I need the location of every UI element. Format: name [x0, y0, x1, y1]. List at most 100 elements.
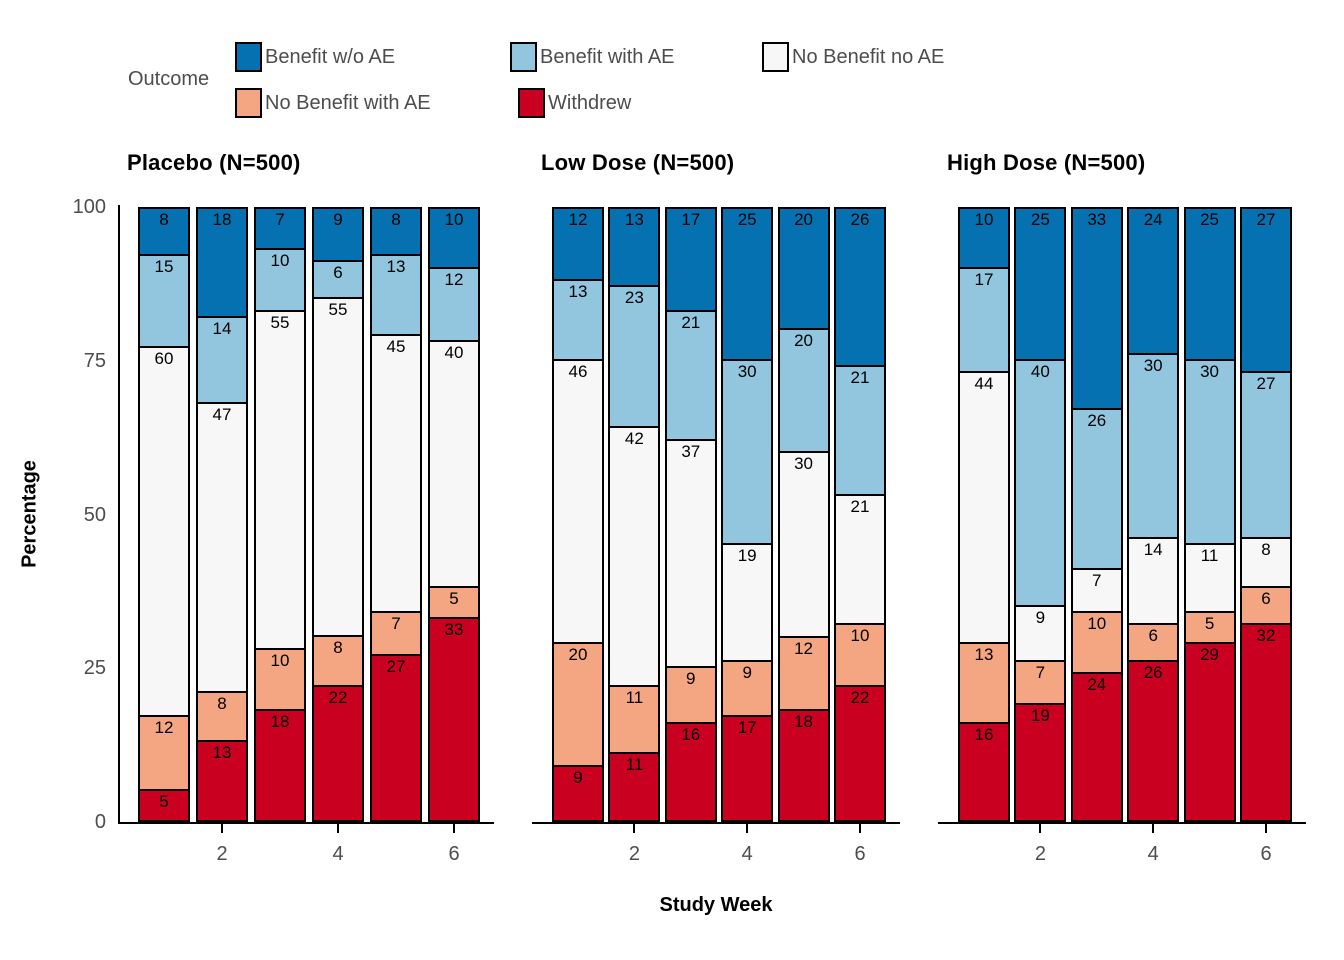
segment-withdrew: 32 [1239, 625, 1292, 822]
segment-value-label: 21 [681, 312, 701, 332]
panel-title: Placebo (N=500) [127, 150, 301, 175]
segment-no-benefit-no-ae: 21 [833, 496, 886, 626]
segment-withdrew: 18 [254, 711, 306, 822]
segment-value-label: 19 [737, 546, 757, 566]
segment-value-label: 16 [974, 724, 994, 744]
segment-value-label: 37 [681, 441, 701, 461]
bar-week-4: 25 30 19 9 17 [721, 207, 774, 822]
panel-title: High Dose (N=500) [947, 150, 1146, 175]
segment-value-label: 22 [850, 687, 870, 707]
segment-value-label: 10 [850, 626, 870, 646]
segment-value-label: 5 [159, 792, 169, 812]
segment-no-benefit-no-ae: 8 [1239, 539, 1292, 589]
segment-value-label: 18 [270, 712, 290, 732]
segment-value-label: 27 [1256, 210, 1276, 229]
legend: Outcome Benefit w/o AE Benefit with AE No … [128, 42, 1128, 122]
segment-value-label: 29 [1200, 644, 1220, 664]
segment-no-benefit-no-ae: 14 [1127, 539, 1180, 626]
segment-no-benefit-no-ae: 46 [552, 360, 604, 644]
segment-value-label: 5 [449, 589, 459, 609]
segment-no-benefit-no-ae: 60 [138, 348, 190, 718]
plot-area: 8 15 60 12 5 18 14 47 8 13 7 10 55 10 18 9 6 55 8 22 8 13 45 7 2… [118, 205, 494, 824]
bar-week-6: 27 27 8 6 32 [1239, 207, 1292, 822]
segment-value-label: 32 [1256, 626, 1276, 646]
legend-item-label: No Benefit no AE [792, 45, 945, 68]
segment-no-benefit-with-ae: 7 [1014, 662, 1067, 706]
segment-benefit-w-o-ae: 25 [1014, 207, 1067, 361]
x-tick-mark [746, 824, 749, 833]
segment-value-label: 7 [391, 613, 401, 633]
legend-item: No Benefit no AE [762, 42, 944, 72]
segment-no-benefit-with-ae: 6 [1239, 588, 1292, 626]
plot-area: 12 13 46 20 9 13 23 42 11 11 17 21 37 9 16 25 30 19 9 17 20 2… [532, 207, 900, 822]
segment-no-benefit-no-ae: 45 [370, 336, 422, 613]
segment-value-label: 16 [681, 724, 701, 744]
x-tick-mark [1152, 824, 1155, 833]
segment-value-label: 8 [159, 210, 169, 229]
segment-no-benefit-with-ae: 9 [721, 662, 774, 718]
facet-panel: High Dose (N=500) 10 17 44 13 16 25 40 9 7 19 33 26 7… [938, 150, 1306, 890]
segment-value-label: 23 [624, 287, 644, 307]
segment-value-label: 10 [270, 650, 290, 670]
segment-value-label: 13 [386, 257, 406, 277]
segment-value-label: 17 [681, 210, 701, 229]
segment-value-label: 40 [1030, 361, 1050, 381]
segment-benefit-w-o-ae: 33 [1070, 207, 1123, 410]
x-tick-mark [453, 824, 455, 833]
segment-withdrew: 13 [196, 742, 248, 822]
bar-week-3: 7 10 55 10 18 [254, 207, 306, 822]
segment-no-benefit-with-ae: 12 [777, 637, 830, 712]
segment-value-label: 33 [1087, 210, 1107, 229]
x-axis-line [938, 822, 1306, 824]
segment-value-label: 12 [568, 210, 588, 229]
segment-benefit-with-ae: 6 [312, 262, 364, 300]
x-tick-mark [859, 824, 861, 833]
legend-title: Outcome [128, 68, 210, 90]
bar-week-5: 8 13 45 7 27 [370, 207, 422, 822]
segment-value-label: 13 [212, 743, 232, 763]
segment-value-label: 60 [154, 349, 174, 369]
y-tick-label: 75 [83, 349, 106, 372]
segment-value-label: 6 [1148, 626, 1158, 646]
segment-value-label: 9 [686, 669, 696, 689]
segment-benefit-with-ae: 14 [196, 317, 248, 404]
legend-item-label: Withdrew [548, 91, 632, 114]
segment-benefit-with-ae: 30 [1127, 354, 1180, 540]
segment-value-label: 45 [386, 337, 406, 357]
segment-withdrew: 5 [138, 791, 190, 822]
segment-value-label: 30 [794, 454, 814, 473]
segment-value-label: 11 [625, 687, 644, 707]
segment-withdrew: 9 [552, 766, 604, 822]
segment-value-label: 17 [737, 718, 757, 738]
legend-item: Benefit w/o AE [235, 42, 395, 72]
segment-value-label: 8 [391, 210, 401, 229]
segment-value-label: 25 [1200, 210, 1220, 229]
segment-benefit-w-o-ae: 25 [1183, 207, 1236, 361]
legend-key-swatch [762, 42, 789, 72]
bar-week-1: 12 13 46 20 9 [552, 207, 604, 822]
segment-no-benefit-with-ae: 5 [428, 588, 480, 620]
segment-value-label: 33 [444, 620, 464, 640]
segment-withdrew: 27 [370, 655, 422, 822]
plot-area: 10 17 44 13 16 25 40 9 7 19 33 26 7 10 24 24 30 14 6 26 25 30… [938, 207, 1306, 822]
segment-no-benefit-no-ae: 55 [254, 311, 306, 650]
x-tick-mark [633, 824, 636, 833]
facet-panel: Low Dose (N=500) 12 13 46 20 9 13 23 42 11 11 17 21 3… [532, 150, 900, 890]
bar-week-4: 24 30 14 6 26 [1127, 207, 1180, 822]
segment-value-label: 5 [1204, 613, 1215, 633]
segment-value-label: 44 [974, 374, 994, 394]
segment-no-benefit-with-ae: 10 [833, 625, 886, 687]
segment-benefit-with-ae: 21 [664, 311, 717, 441]
segment-value-label: 9 [742, 663, 752, 683]
segment-no-benefit-with-ae: 8 [196, 692, 248, 743]
segment-benefit-with-ae: 20 [777, 330, 830, 453]
legend-key-swatch [510, 42, 537, 72]
segment-value-label: 20 [568, 644, 588, 664]
segment-withdrew: 26 [1127, 662, 1180, 822]
segment-value-label: 21 [850, 367, 870, 387]
segment-benefit-with-ae: 30 [1183, 360, 1236, 546]
segment-value-label: 9 [1035, 607, 1046, 627]
segment-value-label: 20 [794, 210, 814, 229]
segment-no-benefit-no-ae: 7 [1070, 569, 1123, 613]
segment-benefit-with-ae: 15 [138, 256, 190, 349]
